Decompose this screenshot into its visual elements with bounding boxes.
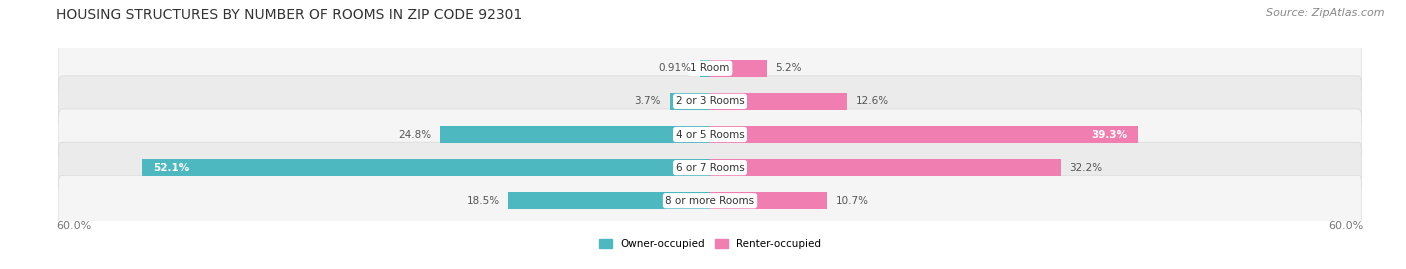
Bar — [710, 93, 848, 110]
FancyBboxPatch shape — [59, 142, 1361, 193]
Text: 18.5%: 18.5% — [467, 196, 499, 206]
Text: 0.91%: 0.91% — [658, 63, 692, 73]
Text: 32.2%: 32.2% — [1070, 162, 1102, 173]
Bar — [710, 126, 1139, 143]
Text: 60.0%: 60.0% — [1329, 221, 1364, 231]
FancyBboxPatch shape — [59, 109, 1361, 160]
Bar — [700, 60, 710, 77]
FancyBboxPatch shape — [59, 76, 1361, 127]
Text: 8 or more Rooms: 8 or more Rooms — [665, 196, 755, 206]
Bar — [710, 60, 766, 77]
Text: 24.8%: 24.8% — [398, 129, 432, 140]
Text: 12.6%: 12.6% — [856, 96, 889, 107]
Bar — [710, 159, 1062, 176]
Text: 2 or 3 Rooms: 2 or 3 Rooms — [676, 96, 744, 107]
Bar — [509, 192, 710, 209]
FancyBboxPatch shape — [59, 175, 1361, 226]
Text: Source: ZipAtlas.com: Source: ZipAtlas.com — [1267, 8, 1385, 18]
Text: 5.2%: 5.2% — [776, 63, 801, 73]
Text: 1 Room: 1 Room — [690, 63, 730, 73]
Bar — [710, 192, 827, 209]
Bar — [440, 126, 710, 143]
Text: 60.0%: 60.0% — [56, 221, 91, 231]
Text: 6 or 7 Rooms: 6 or 7 Rooms — [676, 162, 744, 173]
Text: HOUSING STRUCTURES BY NUMBER OF ROOMS IN ZIP CODE 92301: HOUSING STRUCTURES BY NUMBER OF ROOMS IN… — [56, 8, 523, 22]
Text: 3.7%: 3.7% — [634, 96, 661, 107]
Bar — [669, 93, 710, 110]
Text: 10.7%: 10.7% — [835, 196, 869, 206]
Bar — [142, 159, 710, 176]
FancyBboxPatch shape — [59, 43, 1361, 94]
Legend: Owner-occupied, Renter-occupied: Owner-occupied, Renter-occupied — [595, 235, 825, 253]
Text: 39.3%: 39.3% — [1091, 129, 1128, 140]
Text: 4 or 5 Rooms: 4 or 5 Rooms — [676, 129, 744, 140]
Text: 52.1%: 52.1% — [153, 162, 190, 173]
